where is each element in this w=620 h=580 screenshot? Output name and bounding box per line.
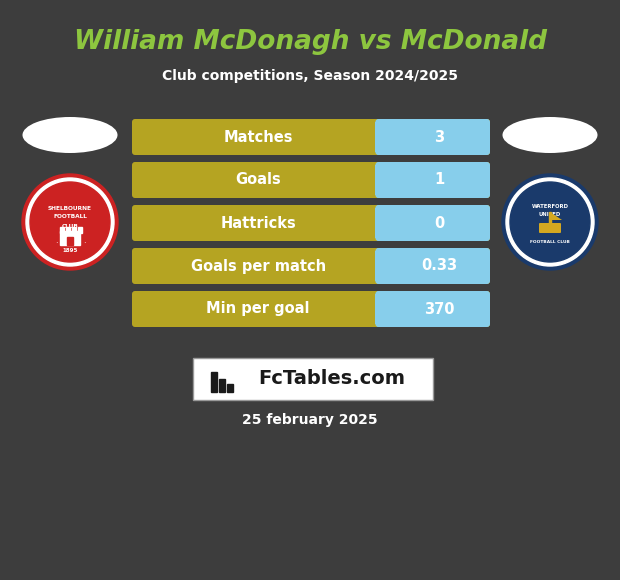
Text: Goals: Goals — [236, 172, 281, 187]
FancyBboxPatch shape — [375, 162, 490, 198]
FancyBboxPatch shape — [375, 165, 384, 195]
Text: SHELBOURNE: SHELBOURNE — [48, 205, 92, 211]
Ellipse shape — [502, 117, 598, 153]
FancyBboxPatch shape — [375, 119, 490, 155]
Text: 25 february 2025: 25 february 2025 — [242, 413, 378, 427]
Text: Matches: Matches — [223, 129, 293, 144]
Bar — [66, 227, 70, 233]
Text: 1: 1 — [435, 172, 445, 187]
Text: WATERFORD: WATERFORD — [531, 204, 569, 208]
Bar — [227, 384, 233, 392]
Text: 0.33: 0.33 — [422, 259, 458, 274]
Circle shape — [22, 174, 118, 270]
FancyBboxPatch shape — [375, 208, 384, 238]
FancyBboxPatch shape — [375, 294, 384, 324]
Text: Hattricks: Hattricks — [220, 216, 296, 230]
FancyBboxPatch shape — [375, 122, 384, 152]
Ellipse shape — [22, 117, 118, 153]
Text: 1895: 1895 — [63, 248, 78, 252]
FancyBboxPatch shape — [375, 251, 384, 281]
FancyBboxPatch shape — [132, 291, 490, 327]
Circle shape — [506, 178, 594, 266]
Bar — [211, 372, 217, 392]
Bar — [72, 227, 76, 233]
Text: CLUB: CLUB — [61, 223, 78, 229]
Text: FOOTBALL: FOOTBALL — [53, 215, 87, 219]
FancyBboxPatch shape — [132, 162, 490, 198]
Text: UNITED: UNITED — [539, 212, 561, 216]
FancyBboxPatch shape — [132, 205, 490, 241]
Text: William McDonagh vs McDonald: William McDonagh vs McDonald — [74, 29, 546, 55]
Circle shape — [502, 174, 598, 270]
Circle shape — [30, 182, 110, 262]
Text: 370: 370 — [424, 302, 454, 317]
Text: Goals per match: Goals per match — [190, 259, 326, 274]
FancyBboxPatch shape — [375, 205, 490, 241]
Text: ·: · — [82, 240, 86, 248]
Bar — [67, 237, 73, 245]
FancyBboxPatch shape — [132, 119, 490, 155]
Text: 0: 0 — [435, 216, 445, 230]
Text: Min per goal: Min per goal — [206, 302, 310, 317]
Text: ·: · — [55, 240, 57, 248]
Circle shape — [510, 182, 590, 262]
FancyBboxPatch shape — [375, 291, 490, 327]
FancyBboxPatch shape — [193, 358, 433, 400]
Circle shape — [26, 178, 114, 266]
FancyBboxPatch shape — [132, 248, 490, 284]
FancyBboxPatch shape — [375, 248, 490, 284]
Text: FcTables.com: FcTables.com — [259, 369, 405, 389]
Bar — [60, 227, 64, 233]
Text: 3: 3 — [435, 129, 445, 144]
Text: FOOTBALL CLUB: FOOTBALL CLUB — [530, 240, 570, 244]
FancyBboxPatch shape — [539, 223, 561, 233]
Bar — [219, 379, 225, 392]
Bar — [78, 227, 82, 233]
Bar — [549, 212, 551, 226]
Text: Club competitions, Season 2024/2025: Club competitions, Season 2024/2025 — [162, 69, 458, 83]
Bar — [60, 231, 80, 245]
Polygon shape — [550, 212, 562, 220]
